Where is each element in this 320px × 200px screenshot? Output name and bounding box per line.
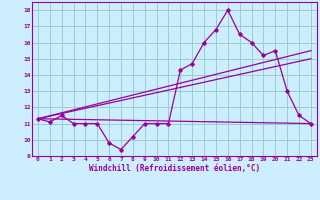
- X-axis label: Windchill (Refroidissement éolien,°C): Windchill (Refroidissement éolien,°C): [89, 164, 260, 173]
